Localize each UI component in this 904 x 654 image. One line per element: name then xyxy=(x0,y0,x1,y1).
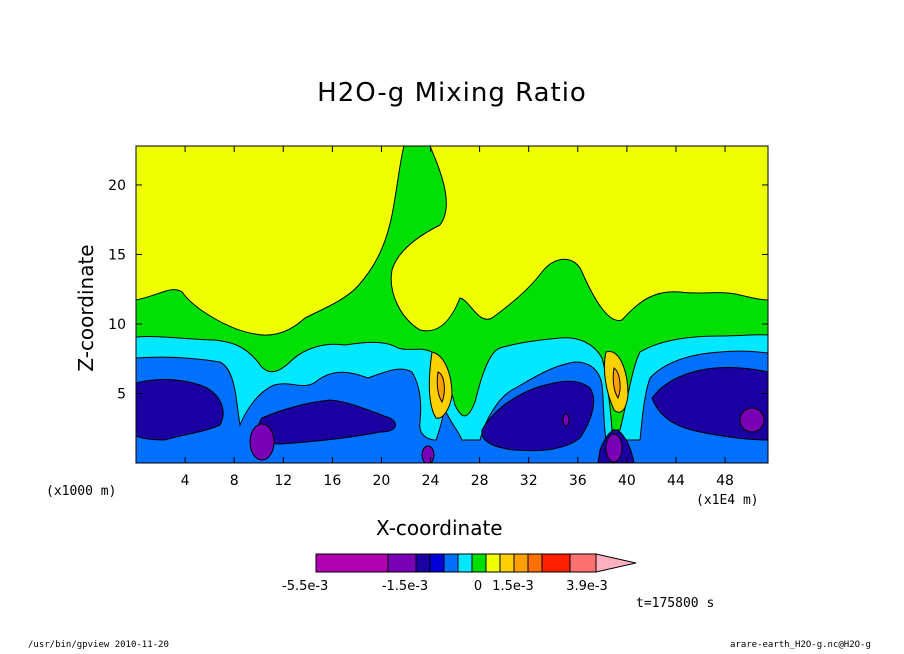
x-tick-label: 4 xyxy=(181,473,190,489)
y-ticks: 5 10 15 20 xyxy=(108,178,768,402)
colorbar-swatch xyxy=(485,553,501,573)
x-tick-label: 44 xyxy=(667,473,685,489)
y-tick-label: 15 xyxy=(108,247,126,263)
colorbar-swatch xyxy=(471,553,487,573)
region-orange xyxy=(436,371,445,404)
x-axis-label: X-coordinate xyxy=(376,516,503,540)
colorbar-swatch xyxy=(415,553,431,573)
plot-frame xyxy=(135,145,769,464)
region-navy xyxy=(651,367,768,441)
colorbar-swatch xyxy=(387,553,417,573)
x-ticks: 4 8 12 16 20 24 28 32 36 40 44 48 xyxy=(181,146,734,489)
colorbar-swatch xyxy=(541,553,571,573)
colorbar-swatch xyxy=(457,553,473,573)
x-tick-label: 48 xyxy=(716,473,734,489)
region-purple xyxy=(421,445,435,463)
y-tick-label: 5 xyxy=(117,386,126,402)
time-label: t=175800 s xyxy=(636,596,715,611)
colorbar-swatch xyxy=(513,553,529,573)
colorbar-arrow xyxy=(595,553,637,573)
x-tick-label: 20 xyxy=(373,473,391,489)
region-purple xyxy=(739,407,765,433)
colorbar: -5.5e-3 -1.5e-3 0 1.5e-3 3.9e-3 xyxy=(282,553,637,594)
y-tick-label: 10 xyxy=(108,317,126,333)
x-tick-label: 24 xyxy=(422,473,440,489)
colorbar-swatch xyxy=(429,553,445,573)
x-tick-label: 8 xyxy=(230,473,239,489)
footer-left: /usr/bin/gpview 2010-11-20 xyxy=(28,640,169,650)
contour-fill xyxy=(136,146,768,463)
x-tick-label: 12 xyxy=(274,473,292,489)
colorbar-tick-label: 0 xyxy=(474,579,482,594)
region-purple xyxy=(605,433,623,463)
y-tick-label: 20 xyxy=(108,178,126,194)
region-purple xyxy=(562,413,570,427)
x-tick-label: 16 xyxy=(323,473,341,489)
region-navy xyxy=(481,380,595,452)
colorbar-tick-label: -5.5e-3 xyxy=(282,579,328,594)
footer-right: arare-earth_H2O-g.nc@H2O-g xyxy=(730,640,871,650)
chart-title: H2O-g Mixing Ratio xyxy=(317,78,587,108)
colorbar-tick-label: 3.9e-3 xyxy=(566,579,608,594)
x-tick-label: 40 xyxy=(618,473,636,489)
region-orange xyxy=(612,367,621,400)
colorbar-swatch xyxy=(569,553,597,573)
colorbar-swatch xyxy=(443,553,459,573)
x-scale-label: (x1E4 m) xyxy=(696,493,759,508)
region-purple xyxy=(249,423,275,461)
x-tick-label: 36 xyxy=(569,473,587,489)
colorbar-swatch xyxy=(315,553,389,573)
colorbar-tick-label: 1.5e-3 xyxy=(492,579,534,594)
region-navy xyxy=(257,399,396,445)
x-tick-label: 32 xyxy=(520,473,538,489)
colorbar-swatch xyxy=(527,553,543,573)
region-navy xyxy=(136,378,224,441)
colorbar-swatch xyxy=(499,553,515,573)
colorbar-tick-label: -1.5e-3 xyxy=(382,579,428,594)
x-tick-label: 28 xyxy=(471,473,489,489)
x-unit-label: (x1000 m) xyxy=(46,484,117,499)
